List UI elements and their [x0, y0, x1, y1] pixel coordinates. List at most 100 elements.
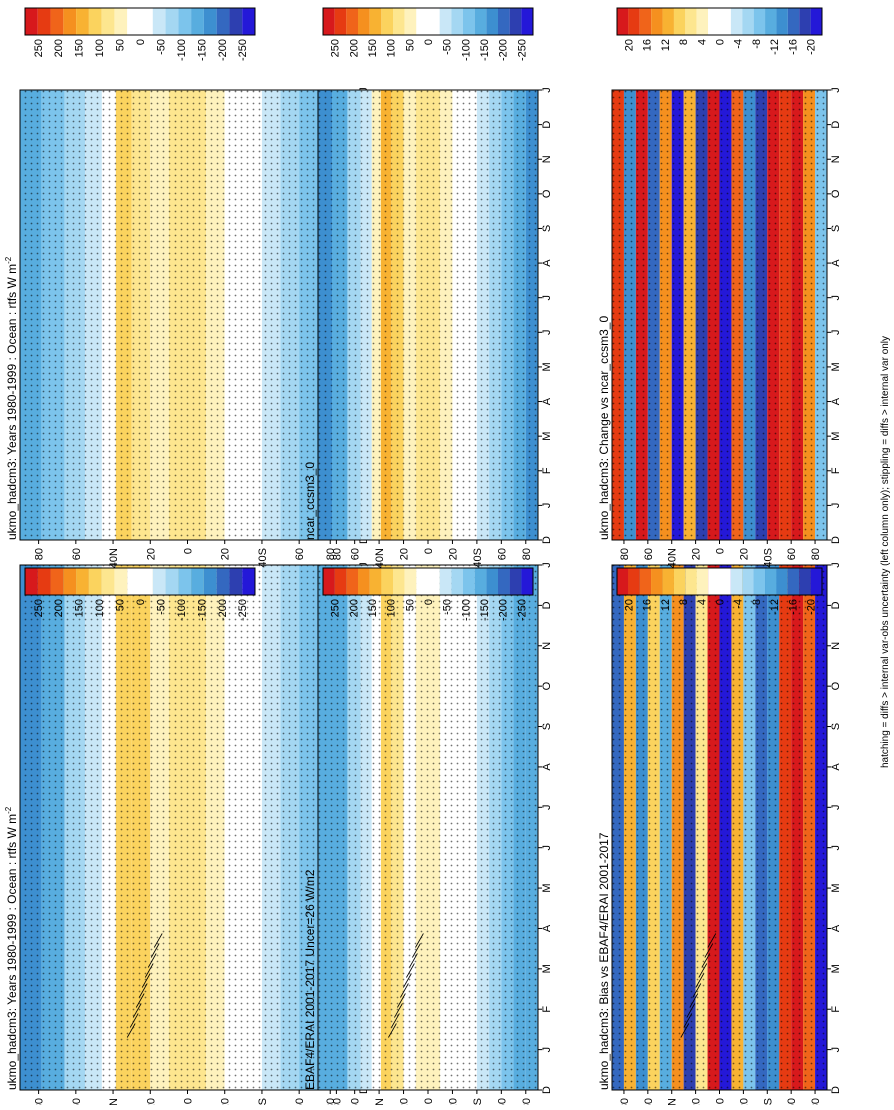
- colorbar-label: -4: [733, 599, 745, 609]
- stipple-overlay: [20, 90, 355, 540]
- colorbar-label: -50: [155, 39, 167, 55]
- colorbar-swatch: [639, 8, 652, 35]
- colorbar-label: -100: [460, 599, 472, 621]
- lat-label: 20: [145, 1098, 157, 1105]
- colorbar-swatch: [404, 568, 417, 595]
- lat-label: 80: [521, 548, 533, 560]
- colorbar-swatch: [799, 568, 811, 595]
- colorbar-swatch: [474, 8, 487, 35]
- month-label: A: [541, 924, 553, 932]
- colorbar-swatch: [114, 568, 128, 595]
- colorbar-frame: [322, 7, 534, 36]
- hatch-mark: [686, 1003, 696, 1018]
- hatch-mark: [680, 1023, 690, 1038]
- colorbar-label: -50: [442, 599, 454, 615]
- lat-label: 20: [447, 548, 459, 560]
- month-label: S: [541, 723, 553, 730]
- month-label: A: [830, 259, 842, 267]
- colorbar-swatch: [76, 8, 89, 35]
- colorbar-label: 12: [660, 39, 672, 51]
- lat-label: 40S: [762, 548, 774, 568]
- colorbar-label: 0: [135, 599, 147, 605]
- colorbar-label: -200: [217, 599, 229, 621]
- colorbar-label: -250: [516, 39, 528, 61]
- month-label: N: [830, 642, 842, 650]
- month-label: D: [830, 1086, 842, 1094]
- hatch-mark: [701, 953, 711, 968]
- hatch-mark: [403, 973, 412, 988]
- hatch-mark: [415, 933, 424, 948]
- month-label: J: [830, 805, 842, 811]
- colorbar-swatch: [498, 8, 510, 35]
- colorbar-label: 8: [678, 599, 690, 605]
- colorbar-label: 20: [623, 39, 635, 51]
- colorbar-swatch: [521, 568, 533, 595]
- colorbar-swatch: [521, 8, 533, 35]
- month-label: A: [541, 259, 553, 267]
- colorbar-swatch: [617, 8, 629, 35]
- lat-label: 40S: [472, 1098, 484, 1105]
- colorbar-swatch: [346, 568, 358, 595]
- panel-title: ukmo_hadcm3: Years 1980-1999 : Ocean : r…: [4, 256, 19, 540]
- lat-label: 80: [810, 1098, 822, 1105]
- month-label: O: [541, 189, 553, 198]
- colorbar-label: -8: [751, 39, 763, 49]
- colorbar-swatch: [416, 568, 428, 595]
- lat-label: 40N: [667, 1098, 679, 1105]
- colorbar-swatch: [50, 8, 64, 35]
- lat-label: 60: [71, 1098, 83, 1105]
- colorbar-frame: [24, 567, 256, 596]
- colorbar-swatch: [474, 568, 487, 595]
- lat-label: 40N: [108, 1098, 120, 1105]
- colorbar-swatch: [191, 568, 204, 595]
- stipple-overlay: [318, 90, 538, 540]
- colorbar-label: -8: [751, 599, 763, 609]
- colorbar-frame: [616, 567, 823, 596]
- colorbar-label: -100: [460, 39, 472, 61]
- lat-label: 20: [399, 1098, 411, 1105]
- colorbar-swatch: [498, 568, 510, 595]
- lat-label: 80: [331, 548, 343, 560]
- hatch-mark: [132, 1003, 142, 1018]
- colorbar-swatch: [165, 568, 179, 595]
- lat-label: 40N: [667, 548, 679, 568]
- hatch-mark: [150, 943, 160, 958]
- month-label: D: [541, 601, 553, 609]
- lat-label: 40S: [472, 548, 484, 568]
- colorbar-label: 250: [330, 599, 342, 617]
- month-label: S: [541, 225, 553, 232]
- month-label: A: [830, 397, 842, 405]
- colorbar-swatch: [242, 8, 255, 35]
- colorbar-label: -150: [479, 39, 491, 61]
- colorbar-label: -16: [787, 599, 799, 615]
- month-label: J: [541, 295, 553, 301]
- month-label: M: [830, 964, 842, 973]
- lat-label: 60: [496, 548, 508, 560]
- lat-label: 60: [643, 548, 655, 560]
- lat-label: 80: [619, 548, 631, 560]
- month-label: N: [541, 155, 553, 163]
- month-label: F: [830, 467, 842, 474]
- hatch-mark: [135, 993, 145, 1008]
- colorbar-swatch: [203, 568, 217, 595]
- colorbar-swatch: [708, 568, 720, 595]
- lat-label: 60: [294, 548, 306, 560]
- hatch-mark: [141, 973, 151, 988]
- colorbar-label: 50: [115, 39, 127, 51]
- colorbar-label: -150: [479, 599, 491, 621]
- colorbar-swatch: [381, 8, 393, 35]
- lat-label: 40N: [374, 1098, 386, 1105]
- colorbar-swatch: [742, 8, 754, 35]
- colorbar-swatch: [509, 8, 522, 35]
- month-label: M: [830, 432, 842, 441]
- colorbar-swatch: [776, 568, 788, 595]
- month-label: A: [541, 763, 553, 771]
- colorbar-swatch: [369, 568, 382, 595]
- month-label: M: [541, 883, 553, 892]
- colorbar-label: 8: [678, 39, 690, 45]
- colorbar-swatch: [708, 8, 720, 35]
- colorbar-label: 0: [135, 39, 147, 45]
- colorbar-swatch: [114, 8, 128, 35]
- colorbar-label: 50: [115, 599, 127, 611]
- month-label: N: [830, 155, 842, 163]
